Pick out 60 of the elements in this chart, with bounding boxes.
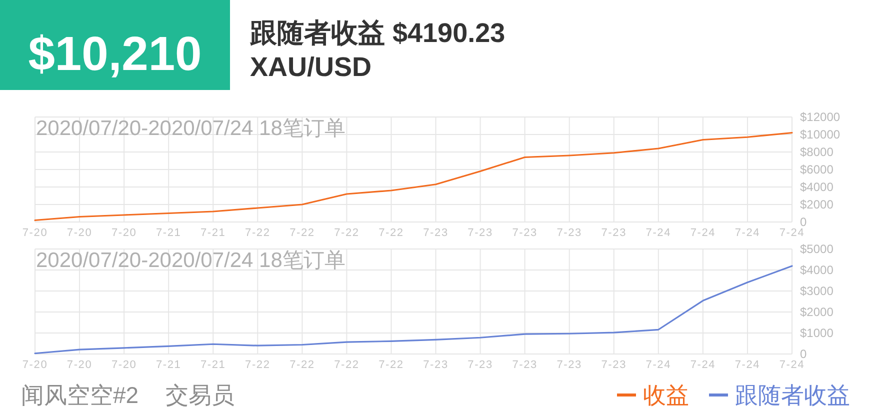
x-tick-label: 7-21 (156, 359, 182, 371)
legend: 收益 (617, 382, 689, 408)
y-tick-label: $3000 (800, 284, 834, 298)
x-tick-label: 7-22 (334, 227, 360, 239)
x-tick-label: 7-20 (22, 227, 48, 239)
x-tick-label: 7-22 (334, 359, 360, 371)
y-tick-label: 0 (800, 347, 807, 361)
legend: 跟随者收益 (709, 382, 850, 408)
x-tick-label: 7-23 (468, 227, 493, 239)
chart-title: 2020/07/20-2020/07/24 18笔订单 (36, 117, 346, 140)
x-tick-label: 7-24 (646, 359, 672, 371)
text: 闻风空空#2 (21, 382, 139, 408)
x-tick-label: 7-22 (290, 359, 315, 371)
text: 跟随者收益 $4190.23 (249, 18, 506, 48)
y-tick-label: $5000 (800, 242, 834, 256)
x-tick-label: 7-24 (690, 227, 716, 239)
legend-label: 跟随者收益 (735, 382, 850, 408)
y-tick-label: $2000 (800, 198, 834, 212)
x-tick-label: 7-22 (290, 227, 315, 239)
x-tick-label: 7-23 (512, 227, 538, 239)
x-tick-label: 7-22 (378, 359, 404, 371)
x-tick-label: 7-24 (734, 359, 760, 371)
x-tick-label: 7-21 (156, 227, 182, 239)
x-tick-label: 7-23 (512, 359, 538, 371)
x-tick-label: 7-23 (423, 359, 448, 371)
x-tick-label: 7-21 (200, 359, 226, 371)
x-tick-label: 7-24 (779, 359, 805, 371)
x-tick-label: 7-21 (200, 227, 226, 239)
x-tick-label: 7-24 (779, 227, 805, 239)
x-tick-label: 7-23 (601, 227, 626, 239)
x-tick-label: 7-20 (111, 227, 137, 239)
x-tick-label: 7-23 (468, 359, 493, 371)
x-tick-label: 7-23 (556, 359, 582, 371)
legend-label: 收益 (643, 382, 689, 408)
y-tick-label: $1000 (800, 326, 834, 340)
x-tick-label: 7-20 (111, 359, 137, 371)
y-tick-label: $8000 (800, 145, 834, 159)
x-tick-label: 7-22 (245, 227, 270, 239)
x-tick-label: 7-20 (66, 359, 92, 371)
y-tick-label: $4000 (800, 180, 834, 194)
x-tick-label: 7-20 (22, 359, 48, 371)
x-tick-label: 7-23 (423, 227, 448, 239)
chart-title: 2020/07/20-2020/07/24 18笔订单 (36, 249, 346, 272)
y-tick-label: $10000 (800, 128, 840, 142)
x-tick-label: 7-24 (690, 359, 716, 371)
text: XAU/USD (250, 52, 372, 82)
x-tick-label: 7-22 (245, 359, 270, 371)
x-tick-label: 7-20 (66, 227, 92, 239)
text: $10,210 (28, 28, 202, 81)
x-tick-label: 7-24 (734, 227, 760, 239)
y-tick-label: $4000 (800, 263, 834, 277)
y-tick-label: 0 (800, 215, 807, 229)
x-tick-label: 7-22 (378, 227, 404, 239)
text: 交易员 (166, 382, 235, 408)
x-tick-label: 7-24 (646, 227, 672, 239)
y-tick-label: $12000 (800, 110, 840, 124)
x-tick-label: 7-23 (556, 227, 582, 239)
y-tick-label: $2000 (800, 305, 834, 319)
x-tick-label: 7-23 (601, 359, 626, 371)
y-tick-label: $6000 (800, 162, 834, 176)
